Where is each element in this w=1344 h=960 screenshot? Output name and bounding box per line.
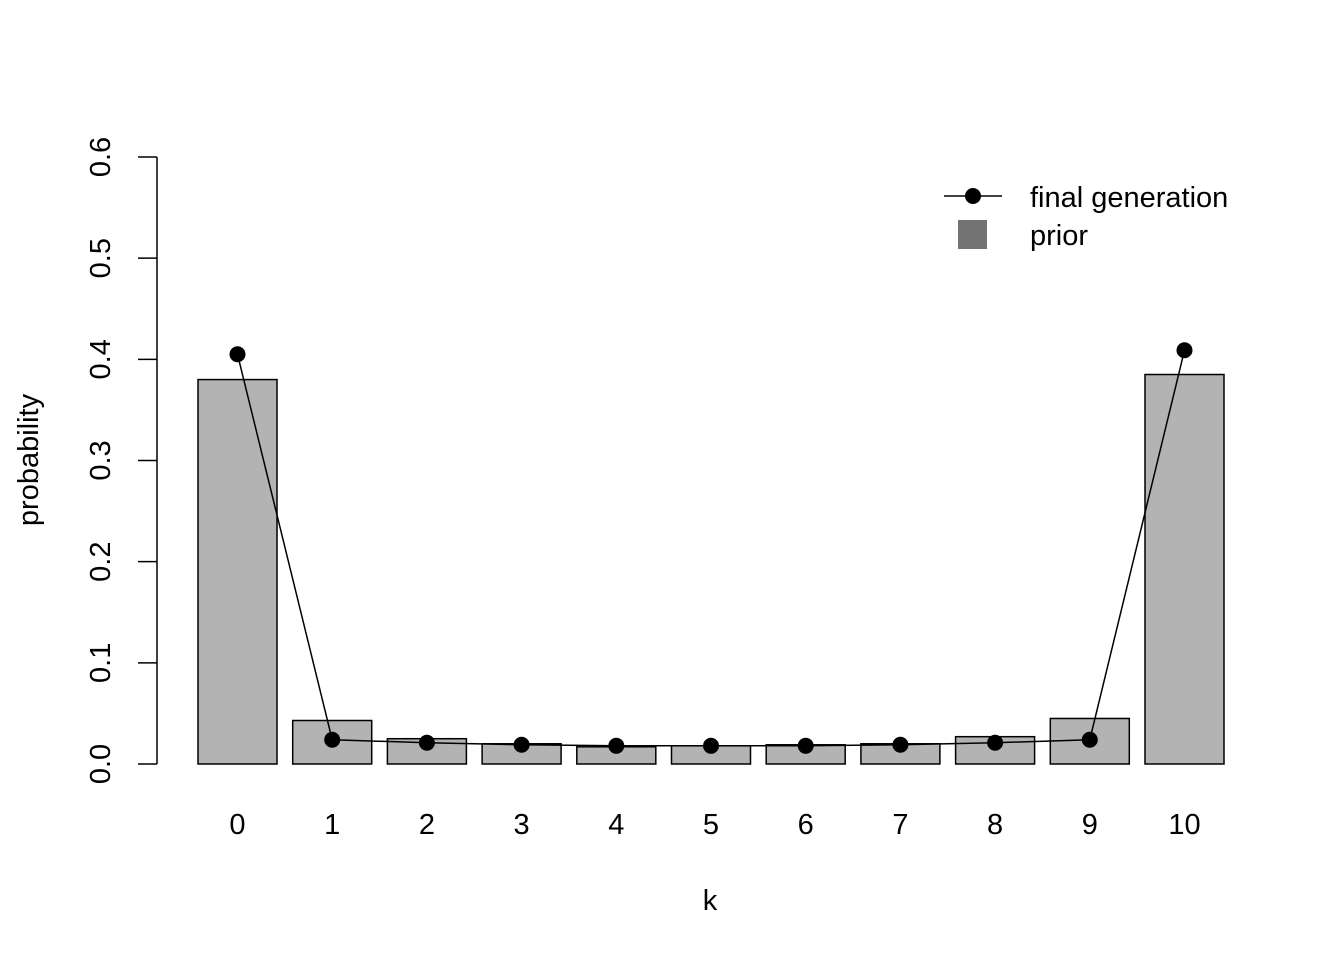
x-tick-label: 3 bbox=[514, 809, 530, 841]
final-generation-point bbox=[418, 734, 435, 751]
final-generation-series bbox=[229, 342, 1193, 754]
bar-prior bbox=[1144, 373, 1225, 765]
final-generation-point bbox=[1176, 342, 1193, 359]
legend: final generation prior bbox=[944, 182, 1228, 252]
x-tick-label: 2 bbox=[419, 809, 435, 841]
final-generation-point bbox=[1081, 731, 1098, 748]
final-generation-point bbox=[513, 736, 530, 753]
y-axis-label: probability bbox=[13, 393, 45, 526]
y-tick-label: 0.5 bbox=[85, 238, 117, 278]
final-generation-point bbox=[229, 346, 246, 363]
x-tick-label: 7 bbox=[892, 809, 908, 841]
x-tick-label: 0 bbox=[229, 809, 245, 841]
final-generation-point bbox=[892, 736, 909, 753]
x-tick-label: 6 bbox=[798, 809, 814, 841]
x-tick-label: 4 bbox=[608, 809, 624, 841]
y-tick-label: 0.4 bbox=[85, 339, 117, 379]
bar-prior bbox=[197, 378, 278, 765]
x-axis-label: k bbox=[703, 885, 718, 917]
legend-swatch-prior bbox=[958, 220, 987, 249]
x-tick-labels: 0 1 2 3 4 5 6 7 8 9 10 bbox=[229, 809, 1200, 841]
y-tick-label: 0.3 bbox=[85, 440, 117, 480]
y-axis: 0.0 0.1 0.2 0.3 0.4 0.5 0.6 bbox=[85, 137, 158, 784]
final-generation-line bbox=[236, 350, 1186, 747]
bars bbox=[197, 373, 1225, 765]
final-generation-point bbox=[324, 731, 341, 748]
x-tick-label: 1 bbox=[324, 809, 340, 841]
x-tick-label: 8 bbox=[987, 809, 1003, 841]
y-tick-label: 0.0 bbox=[85, 744, 117, 784]
y-tick-label: 0.1 bbox=[85, 643, 117, 683]
y-tick-label: 0.6 bbox=[85, 137, 117, 177]
final-generation-point bbox=[987, 734, 1004, 751]
x-tick-label: 9 bbox=[1082, 809, 1098, 841]
final-generation-point bbox=[797, 737, 814, 754]
legend-label-prior: prior bbox=[1030, 220, 1088, 252]
x-tick-label: 10 bbox=[1168, 809, 1200, 841]
y-tick-label: 0.2 bbox=[85, 542, 117, 582]
x-tick-label: 5 bbox=[703, 809, 719, 841]
legend-label-final-generation: final generation bbox=[1030, 182, 1228, 214]
final-generation-point bbox=[608, 737, 625, 754]
legend-point-marker bbox=[965, 188, 981, 204]
final-generation-point bbox=[703, 737, 719, 754]
